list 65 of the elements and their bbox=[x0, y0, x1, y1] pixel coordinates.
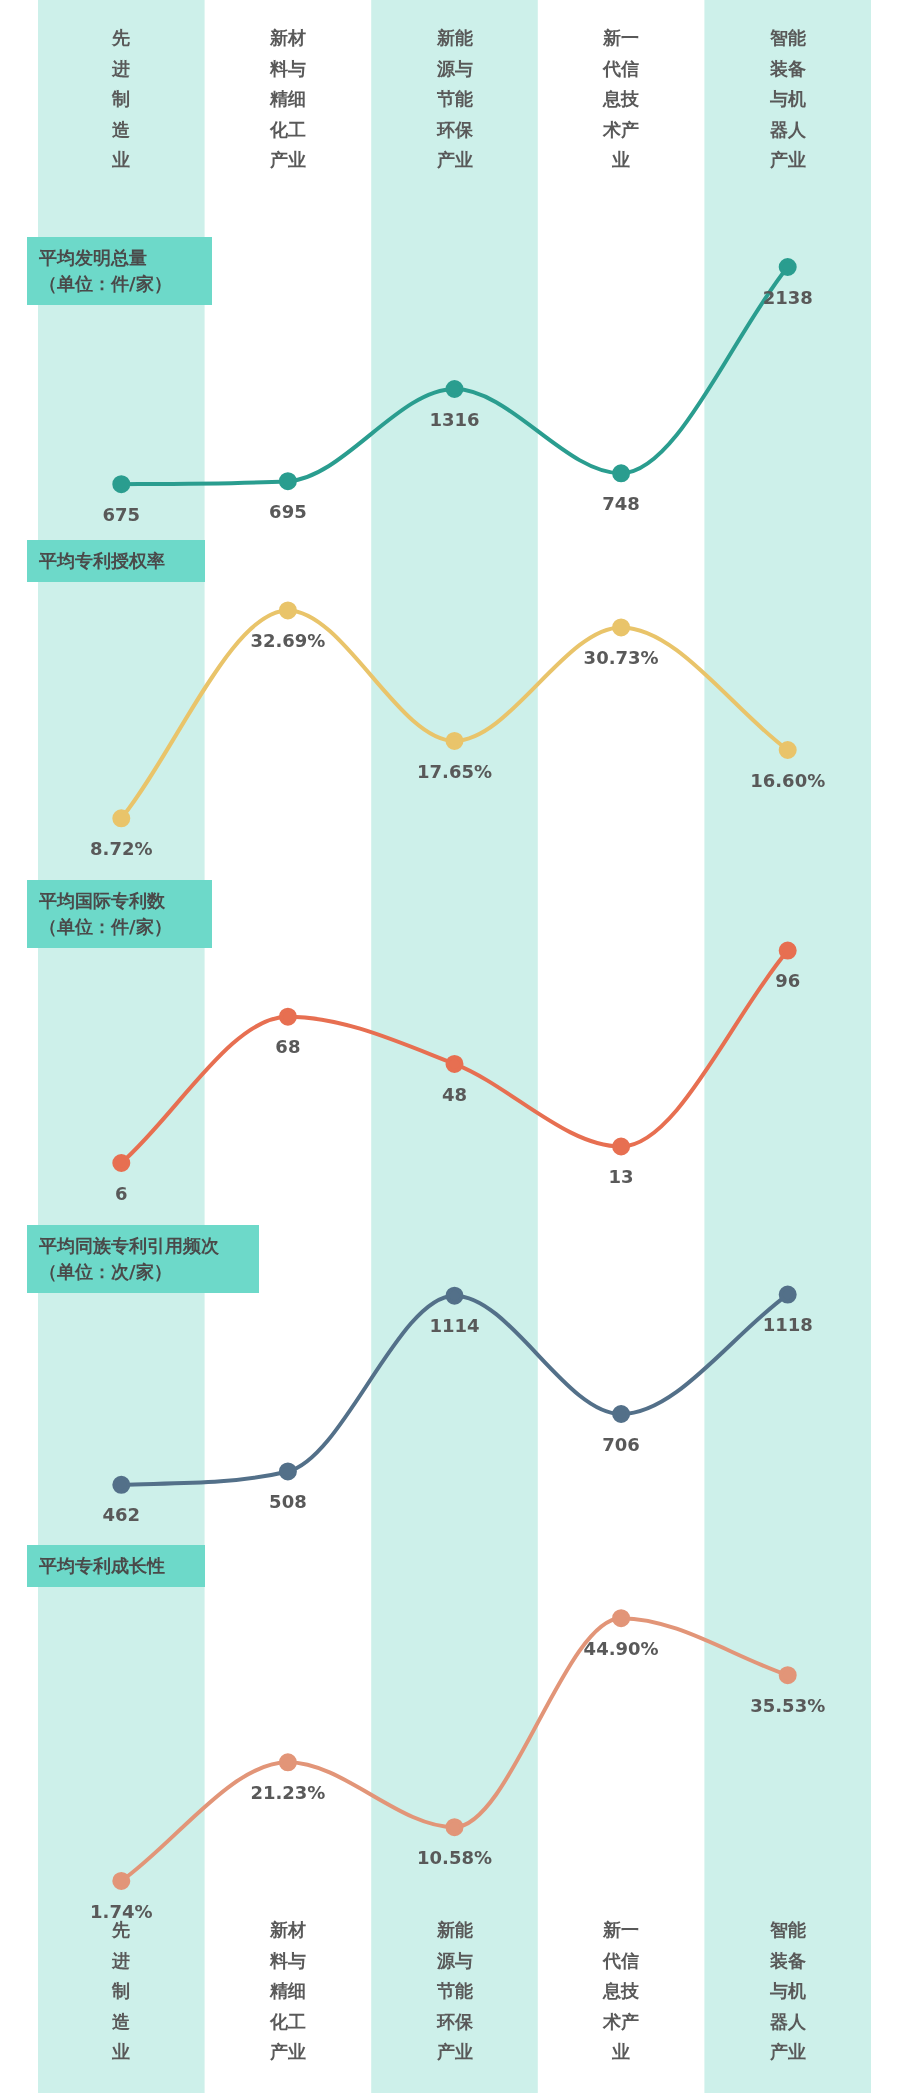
point bbox=[278, 472, 297, 491]
point bbox=[112, 809, 131, 828]
data-label: 21.23% bbox=[250, 1781, 326, 1803]
data-label: 462 bbox=[102, 1504, 141, 1526]
data-label: 8.72% bbox=[90, 838, 153, 860]
chart-title: 平均专利授权率 bbox=[39, 549, 165, 573]
point bbox=[445, 731, 464, 750]
data-label: 695 bbox=[269, 500, 307, 522]
point bbox=[612, 464, 631, 483]
point bbox=[278, 1007, 297, 1026]
point bbox=[445, 1054, 464, 1073]
data-label: 706 bbox=[602, 1433, 640, 1455]
x-tick-label: 先进制造业 bbox=[111, 26, 131, 171]
point bbox=[278, 601, 297, 620]
chart-title: 平均专利成长性 bbox=[39, 1554, 165, 1578]
data-label: 48 bbox=[441, 1083, 468, 1105]
data-label: 748 bbox=[602, 492, 640, 514]
data-label: 13 bbox=[608, 1166, 634, 1188]
point bbox=[612, 1137, 631, 1156]
point bbox=[445, 1286, 464, 1305]
x-tick-label: 新材料与精细化工产业 bbox=[268, 1918, 306, 2063]
x-tick-label: 智能装备与机器人产业 bbox=[768, 1918, 807, 2063]
point bbox=[778, 1285, 797, 1304]
point bbox=[112, 1154, 131, 1173]
data-label: 10.58% bbox=[417, 1846, 492, 1868]
point bbox=[112, 1871, 131, 1890]
point bbox=[612, 1405, 631, 1424]
data-label: 35.53% bbox=[750, 1694, 826, 1716]
x-tick-label: 新一代信息技术产业 bbox=[602, 1918, 641, 2063]
data-label: 508 bbox=[269, 1491, 307, 1513]
data-label: 6 bbox=[115, 1182, 128, 1204]
chart-subtitle: （单位：次/家） bbox=[39, 1260, 173, 1284]
point bbox=[612, 1609, 631, 1628]
point bbox=[278, 1462, 297, 1481]
x-tick-label: 智能装备与机器人产业 bbox=[768, 26, 807, 171]
point bbox=[445, 380, 464, 398]
point bbox=[278, 1753, 297, 1772]
point bbox=[445, 1818, 464, 1837]
data-label: 675 bbox=[102, 503, 141, 525]
point bbox=[778, 941, 797, 960]
x-tick-label: 新一代信息技术产业 bbox=[602, 26, 641, 171]
data-label: 1118 bbox=[762, 1314, 813, 1336]
point bbox=[778, 1666, 797, 1685]
x-tick-label: 新能源与节能环保产业 bbox=[435, 26, 474, 171]
chart-title: 平均同族专利引用频次 bbox=[39, 1234, 219, 1258]
x-tick-label: 新材料与精细化工产业 bbox=[268, 26, 306, 171]
data-label: 1114 bbox=[429, 1315, 480, 1337]
data-label: 17.65% bbox=[417, 760, 492, 782]
chart-title: 平均国际专利数 bbox=[39, 889, 166, 913]
chart-subtitle: （单位：件/家） bbox=[39, 915, 172, 939]
data-label: 96 bbox=[775, 970, 801, 992]
chart-title: 平均发明总量 bbox=[39, 246, 148, 270]
point bbox=[112, 1475, 131, 1494]
data-label: 68 bbox=[275, 1036, 301, 1058]
point bbox=[778, 741, 797, 759]
point bbox=[612, 618, 631, 637]
data-label: 44.90% bbox=[583, 1637, 659, 1659]
point bbox=[112, 475, 131, 494]
point bbox=[778, 258, 797, 276]
data-label: 30.73% bbox=[583, 647, 659, 669]
x-tick-label: 新能源与节能环保产业 bbox=[435, 1918, 474, 2063]
data-label: 16.60% bbox=[750, 769, 826, 791]
data-label: 32.69% bbox=[250, 630, 326, 652]
chart-subtitle: （单位：件/家） bbox=[39, 272, 172, 296]
data-label: 1316 bbox=[429, 408, 480, 430]
